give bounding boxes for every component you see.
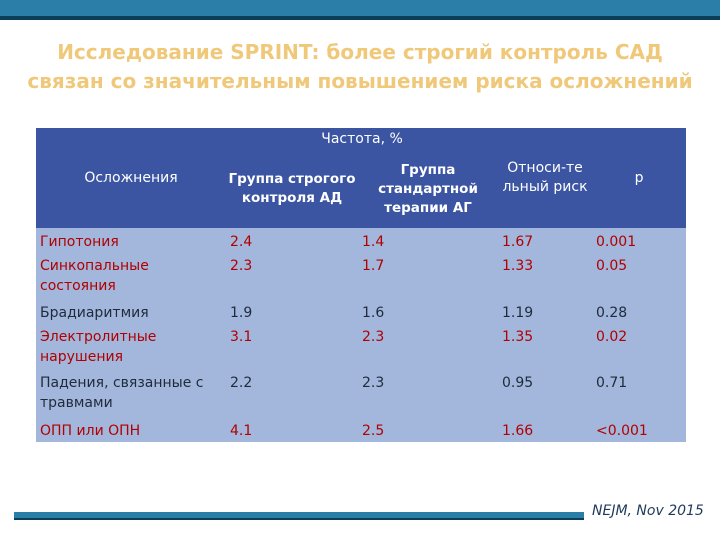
row-complication-name: Брадиаритмия xyxy=(36,299,226,323)
row-p-value: 0.001 xyxy=(592,228,687,252)
row-relative-risk: 1.35 xyxy=(498,323,593,369)
slide-title: Исследование SPRINT: более строгий контр… xyxy=(0,38,720,96)
row-p-value: 0.05 xyxy=(592,252,687,299)
row-p-value: 0.28 xyxy=(592,299,687,323)
header-frequency: Частота, % xyxy=(226,128,499,150)
table-row: Падения, связанные с травмами 2.2 2.3 0.95 0… xyxy=(36,369,687,417)
top-accent-bar-edge xyxy=(0,16,720,20)
row-relative-risk: 1.33 xyxy=(498,252,593,299)
row-complication-name: Электролитные нарушения xyxy=(36,323,226,369)
row-relative-risk: 1.67 xyxy=(498,228,593,252)
row-relative-risk: 0.95 xyxy=(498,369,593,417)
title-line-1: Исследование SPRINT: более строгий контр… xyxy=(57,40,663,64)
table-row: Гипотония 2.4 1.4 1.67 0.001 xyxy=(36,228,687,252)
row-standard-value: 1.7 xyxy=(358,252,499,299)
row-standard-value: 1.4 xyxy=(358,228,499,252)
source-citation: NEJM, Nov 2015 xyxy=(592,503,704,519)
row-strict-value: 2.4 xyxy=(226,228,358,252)
row-strict-value: 3.1 xyxy=(226,323,358,369)
row-p-value: 0.02 xyxy=(592,323,687,369)
complications-table: Осложнения Частота, % Относи-те льный ри… xyxy=(36,128,687,442)
row-p-value: 0.71 xyxy=(592,369,687,417)
row-relative-risk: 1.19 xyxy=(498,299,593,323)
row-p-value: <0.001 xyxy=(592,417,687,442)
table-body: Гипотония 2.4 1.4 1.67 0.001 Синкопальные сос… xyxy=(36,228,687,442)
row-strict-value: 1.9 xyxy=(226,299,358,323)
row-strict-value: 2.3 xyxy=(226,252,358,299)
table-row: Брадиаритмия 1.9 1.6 1.19 0.28 xyxy=(36,299,687,323)
row-complication-name: Синкопальные состояния xyxy=(36,252,226,299)
row-complication-name: ОПП или ОПН xyxy=(36,417,226,442)
row-complication-name: Гипотония xyxy=(36,228,226,252)
table-row: Электролитные нарушения 3.1 2.3 1.35 0.02 xyxy=(36,323,687,369)
bottom-accent-bar xyxy=(14,512,584,518)
row-complication-name: Падения, связанные с травмами xyxy=(36,369,226,417)
header-relative-risk: Относи-те льный риск xyxy=(498,128,593,228)
header-p: р xyxy=(592,128,687,228)
row-relative-risk: 1.66 xyxy=(498,417,593,442)
top-accent-bar xyxy=(0,0,720,16)
row-standard-value: 1.6 xyxy=(358,299,499,323)
header-strict-group: Группа строгого контроля АД xyxy=(226,150,358,228)
table-row: ОПП или ОПН 4.1 2.5 1.66 <0.001 xyxy=(36,417,687,442)
row-strict-value: 4.1 xyxy=(226,417,358,442)
header-complications: Осложнения xyxy=(36,128,226,228)
row-standard-value: 2.3 xyxy=(358,369,499,417)
table-row: Синкопальные состояния 2.3 1.7 1.33 0.05 xyxy=(36,252,687,299)
header-standard-group: Группа стандартной терапии АГ xyxy=(358,150,499,228)
title-line-2: связан со значительным повышением риска … xyxy=(27,69,693,93)
bottom-accent-bar-edge xyxy=(14,518,584,520)
row-standard-value: 2.5 xyxy=(358,417,499,442)
row-standard-value: 2.3 xyxy=(358,323,499,369)
row-strict-value: 2.2 xyxy=(226,369,358,417)
